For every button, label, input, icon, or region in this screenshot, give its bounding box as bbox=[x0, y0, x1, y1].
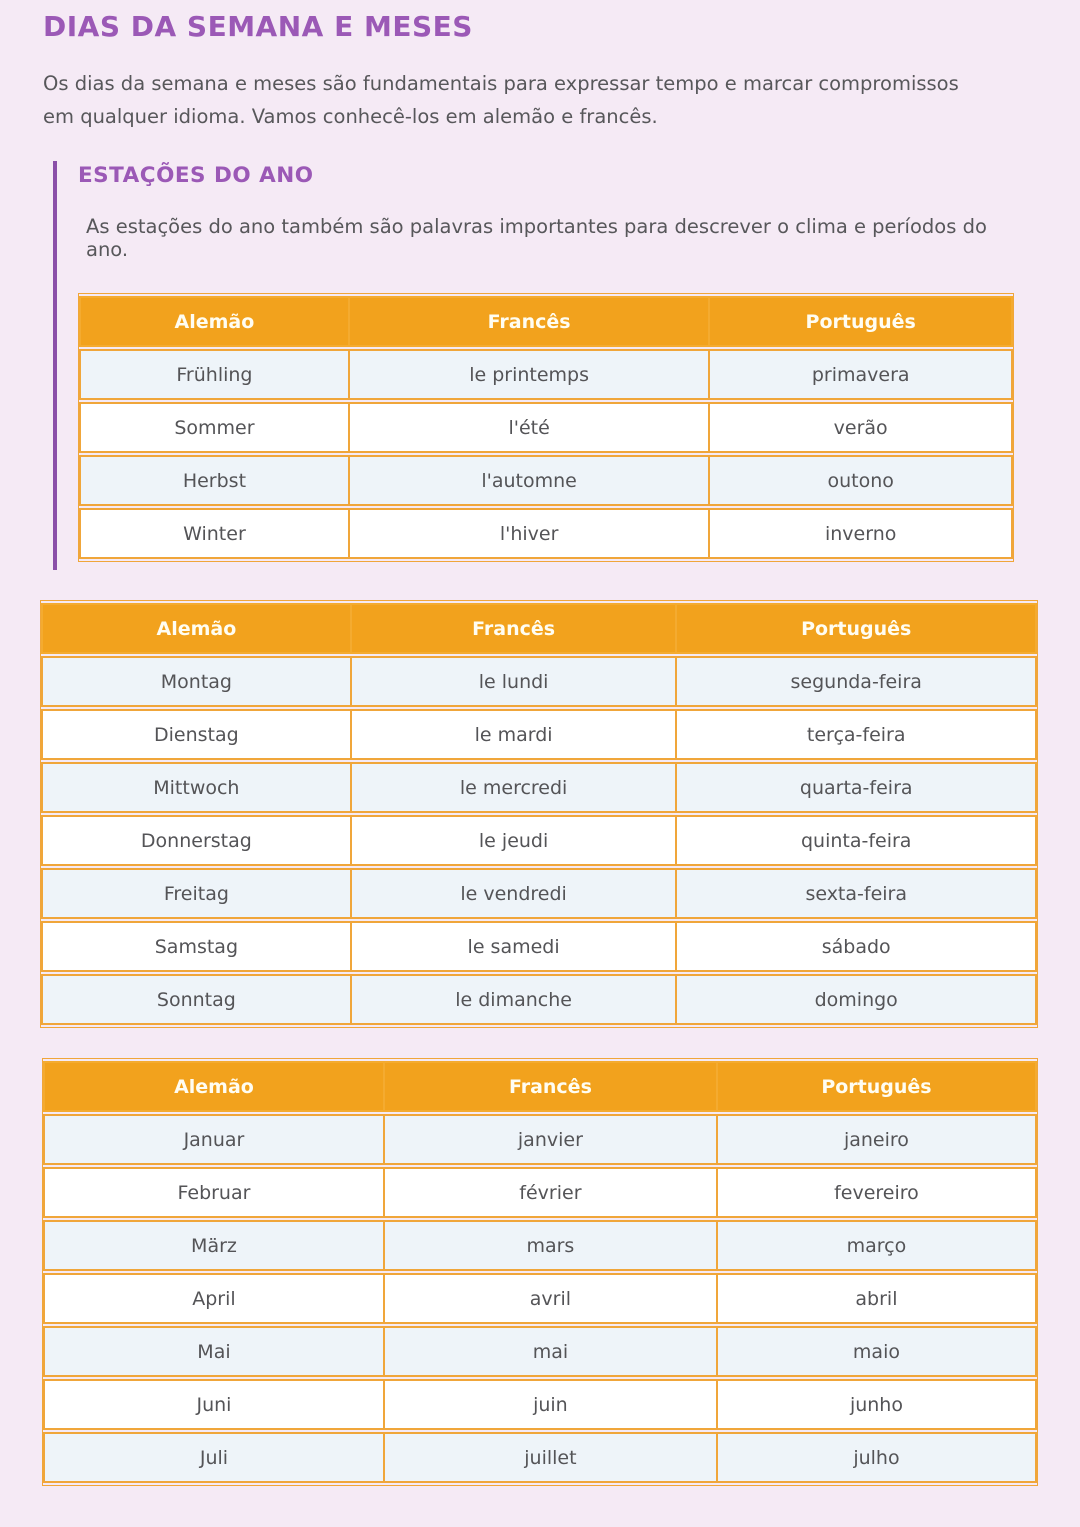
column-header-portugues: Português bbox=[710, 296, 1013, 347]
table-cell: terça-feira bbox=[677, 709, 1037, 760]
column-header-portugues: Português bbox=[677, 603, 1037, 654]
table-cell: Herbst bbox=[79, 455, 350, 506]
table-row: März mars março bbox=[43, 1220, 1037, 1271]
table-row: Sommer l'été verão bbox=[79, 402, 1013, 453]
seasons-table: Alemão Francês Português Frühling le prin… bbox=[78, 293, 1014, 562]
table-cell: junho bbox=[717, 1379, 1037, 1430]
table-row: Freitag le vendredi sexta-feira bbox=[41, 868, 1037, 919]
table-cell: Donnerstag bbox=[41, 815, 352, 866]
table-header-row: Alemão Francês Português bbox=[43, 1061, 1037, 1112]
months-table: Alemão Francês Português Januar janvier ja… bbox=[42, 1058, 1038, 1486]
section-estacoes-do-ano: ESTAÇÕES DO ANO As estações do ano també… bbox=[53, 161, 1015, 570]
table-cell: Sommer bbox=[79, 402, 350, 453]
table-row: Montag le lundi segunda-feira bbox=[41, 656, 1037, 707]
table-row: April avril abril bbox=[43, 1273, 1037, 1324]
table-cell: primavera bbox=[710, 349, 1013, 400]
table-cell: Sonntag bbox=[41, 974, 352, 1025]
table-cell: l'automne bbox=[349, 455, 711, 506]
table-cell: le mercredi bbox=[351, 762, 678, 813]
table-cell: domingo bbox=[677, 974, 1037, 1025]
table-cell: Montag bbox=[41, 656, 352, 707]
table-cell: inverno bbox=[710, 508, 1013, 559]
table-cell: le printemps bbox=[349, 349, 711, 400]
table-row: Frühling le printemps primavera bbox=[79, 349, 1013, 400]
column-header-alemao: Alemão bbox=[41, 603, 352, 654]
table-cell: janvier bbox=[384, 1114, 718, 1165]
section-heading: ESTAÇÕES DO ANO bbox=[78, 163, 314, 188]
table-cell: l'été bbox=[349, 402, 711, 453]
table-cell: février bbox=[384, 1167, 718, 1218]
table-cell: Mittwoch bbox=[41, 762, 352, 813]
table-cell: maio bbox=[717, 1326, 1037, 1377]
table-cell: März bbox=[43, 1220, 385, 1271]
column-header-alemao: Alemão bbox=[43, 1061, 385, 1112]
column-header-frances: Francês bbox=[384, 1061, 718, 1112]
table-row: Donnerstag le jeudi quinta-feira bbox=[41, 815, 1037, 866]
table-cell: outono bbox=[710, 455, 1013, 506]
table-cell: sábado bbox=[677, 921, 1037, 972]
table-cell: Februar bbox=[43, 1167, 385, 1218]
table-row: Juli juillet julho bbox=[43, 1432, 1037, 1483]
table-cell: quarta-feira bbox=[677, 762, 1037, 813]
table-cell: Juni bbox=[43, 1379, 385, 1430]
table-cell: mai bbox=[384, 1326, 718, 1377]
table-cell: segunda-feira bbox=[677, 656, 1037, 707]
table-header-row: Alemão Francês Português bbox=[41, 603, 1037, 654]
table-cell: Freitag bbox=[41, 868, 352, 919]
table-cell: Mai bbox=[43, 1326, 385, 1377]
column-header-frances: Francês bbox=[349, 296, 711, 347]
table-cell: abril bbox=[717, 1273, 1037, 1324]
table-row: Januar janvier janeiro bbox=[43, 1114, 1037, 1165]
table-row: Februar février fevereiro bbox=[43, 1167, 1037, 1218]
table-cell: Dienstag bbox=[41, 709, 352, 760]
table-cell: Winter bbox=[79, 508, 350, 559]
table-cell: le lundi bbox=[351, 656, 678, 707]
table-cell: fevereiro bbox=[717, 1167, 1037, 1218]
page-title: DIAS DA SEMANA E MESES bbox=[43, 10, 473, 43]
intro-paragraph: Os dias da semana e meses são fundamenta… bbox=[43, 72, 959, 128]
table-row: Herbst l'automne outono bbox=[79, 455, 1013, 506]
column-header-frances: Francês bbox=[351, 603, 678, 654]
table-cell: le mardi bbox=[351, 709, 678, 760]
table-cell: sexta-feira bbox=[677, 868, 1037, 919]
table-cell: janeiro bbox=[717, 1114, 1037, 1165]
table-cell: Juli bbox=[43, 1432, 385, 1483]
table-row: Winter l'hiver inverno bbox=[79, 508, 1013, 559]
section-description: As estações do ano também são palavras i… bbox=[86, 215, 987, 261]
table-cell: juin bbox=[384, 1379, 718, 1430]
table-row: Mai mai maio bbox=[43, 1326, 1037, 1377]
table-cell: juillet bbox=[384, 1432, 718, 1483]
table-cell: le dimanche bbox=[351, 974, 678, 1025]
table-row: Samstag le samedi sábado bbox=[41, 921, 1037, 972]
table-cell: le jeudi bbox=[351, 815, 678, 866]
table-cell: l'hiver bbox=[349, 508, 711, 559]
table-cell: julho bbox=[717, 1432, 1037, 1483]
table-cell: quinta-feira bbox=[677, 815, 1037, 866]
table-cell: April bbox=[43, 1273, 385, 1324]
column-header-alemao: Alemão bbox=[79, 296, 350, 347]
table-row: Sonntag le dimanche domingo bbox=[41, 974, 1037, 1025]
table-header-row: Alemão Francês Português bbox=[79, 296, 1013, 347]
table-cell: Samstag bbox=[41, 921, 352, 972]
column-header-portugues: Português bbox=[717, 1061, 1037, 1112]
table-row: Juni juin junho bbox=[43, 1379, 1037, 1430]
table-row: Dienstag le mardi terça-feira bbox=[41, 709, 1037, 760]
table-cell: le vendredi bbox=[351, 868, 678, 919]
table-cell: Frühling bbox=[79, 349, 350, 400]
table-cell: avril bbox=[384, 1273, 718, 1324]
table-cell: le samedi bbox=[351, 921, 678, 972]
table-cell: verão bbox=[710, 402, 1013, 453]
table-cell: mars bbox=[384, 1220, 718, 1271]
table-row: Mittwoch le mercredi quarta-feira bbox=[41, 762, 1037, 813]
table-cell: março bbox=[717, 1220, 1037, 1271]
table-cell: Januar bbox=[43, 1114, 385, 1165]
days-table: Alemão Francês Português Montag le lundi s… bbox=[40, 600, 1038, 1028]
